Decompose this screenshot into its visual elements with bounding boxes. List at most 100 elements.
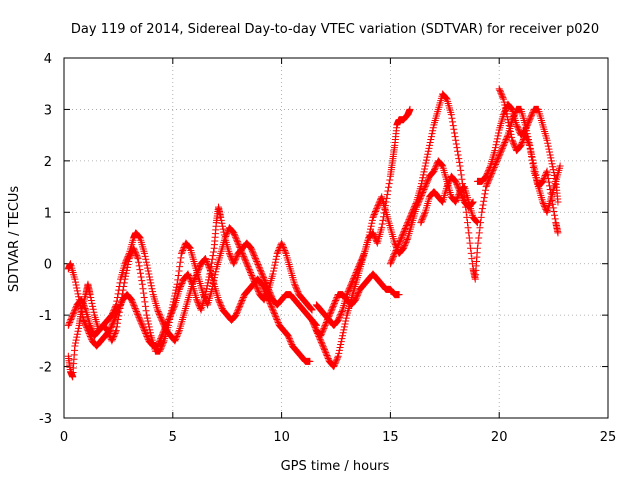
plus-marker: [517, 141, 525, 149]
plus-marker: [230, 258, 238, 266]
plus-marker: [210, 248, 218, 256]
plus-marker: [141, 298, 149, 306]
plus-marker: [132, 306, 140, 314]
plus-marker: [231, 232, 239, 240]
plus-marker: [233, 308, 241, 316]
plus-marker: [329, 304, 337, 312]
plus-marker: [468, 255, 476, 263]
plus-marker: [457, 191, 465, 199]
plus-marker: [525, 117, 533, 125]
series-track-c: [64, 224, 316, 355]
plus-marker: [81, 305, 89, 313]
plus-marker: [332, 357, 340, 365]
plus-marker: [332, 296, 340, 304]
plus-marker: [133, 252, 141, 260]
y-tick-label: 1: [44, 206, 52, 221]
plus-marker: [79, 300, 87, 308]
plus-marker: [269, 270, 277, 278]
plus-marker: [417, 180, 425, 188]
plus-marker: [431, 166, 439, 174]
plus-marker: [145, 273, 153, 281]
plus-marker: [134, 312, 142, 320]
plus-marker: [156, 347, 164, 355]
plus-marker: [342, 314, 350, 322]
plus-marker: [230, 260, 238, 268]
plus-marker: [174, 271, 182, 279]
data-points: [64, 85, 564, 381]
plus-marker: [212, 268, 220, 276]
plus-marker: [293, 285, 301, 293]
plus-marker: [255, 288, 263, 296]
plus-marker: [173, 332, 181, 340]
plus-marker: [157, 333, 165, 341]
plus-marker: [274, 317, 282, 325]
plus-marker: [369, 229, 377, 237]
plus-marker: [544, 174, 552, 182]
plus-marker: [467, 244, 475, 252]
plus-marker: [340, 323, 348, 331]
plus-marker: [467, 249, 475, 257]
plus-marker: [454, 182, 462, 190]
plus-marker: [342, 317, 350, 325]
plus-marker: [200, 292, 208, 300]
plus-marker: [113, 319, 121, 327]
plus-marker: [496, 86, 504, 94]
plus-marker: [358, 254, 366, 262]
plus-marker: [309, 318, 317, 326]
series-track-e: [308, 105, 414, 371]
plus-marker: [508, 136, 516, 144]
plus-marker: [493, 156, 501, 164]
plus-marker: [260, 274, 268, 282]
plus-marker: [141, 252, 149, 260]
plus-marker: [175, 328, 183, 336]
plot-frame: [63, 57, 609, 419]
plus-marker: [403, 222, 411, 230]
plus-marker: [406, 214, 414, 222]
plus-marker: [249, 274, 257, 282]
plus-marker: [401, 240, 409, 248]
plus-marker: [64, 321, 72, 329]
plus-marker: [218, 303, 226, 311]
plus-marker: [353, 266, 361, 274]
plus-marker: [503, 134, 511, 142]
plus-marker: [320, 344, 328, 352]
plus-marker: [427, 136, 435, 144]
plus-marker: [284, 332, 292, 340]
plus-marker: [448, 114, 456, 122]
plus-marker: [365, 231, 373, 239]
plus-marker: [513, 122, 521, 130]
plus-marker: [254, 286, 262, 294]
plus-marker: [157, 313, 165, 321]
plus-marker: [350, 273, 358, 281]
plus-marker: [374, 202, 382, 210]
plus-marker: [287, 339, 295, 347]
plus-marker: [403, 235, 411, 243]
plus-marker: [330, 363, 338, 371]
plus-marker: [240, 254, 248, 262]
plus-marker: [421, 184, 429, 192]
plus-marker: [501, 101, 509, 109]
plus-marker: [481, 190, 489, 198]
plus-marker: [323, 352, 331, 360]
plus-marker: [409, 207, 417, 215]
plus-marker: [442, 94, 450, 102]
plus-marker: [250, 250, 258, 258]
plus-marker: [543, 167, 551, 175]
plus-marker: [480, 194, 488, 202]
plus-marker: [79, 299, 87, 307]
plus-marker: [422, 156, 430, 164]
plus-marker: [186, 244, 194, 252]
plus-marker: [502, 107, 510, 115]
plus-marker: [358, 255, 366, 263]
plus-marker: [370, 210, 378, 218]
plus-marker: [258, 271, 266, 279]
plus-marker: [421, 210, 429, 218]
plus-marker: [112, 327, 120, 335]
plus-marker: [293, 286, 301, 294]
y-tick-label: -1: [39, 309, 52, 324]
plus-marker: [72, 304, 80, 312]
plus-marker: [447, 111, 455, 119]
plus-marker: [142, 331, 150, 339]
plus-marker: [179, 246, 187, 254]
plus-marker: [503, 113, 511, 121]
